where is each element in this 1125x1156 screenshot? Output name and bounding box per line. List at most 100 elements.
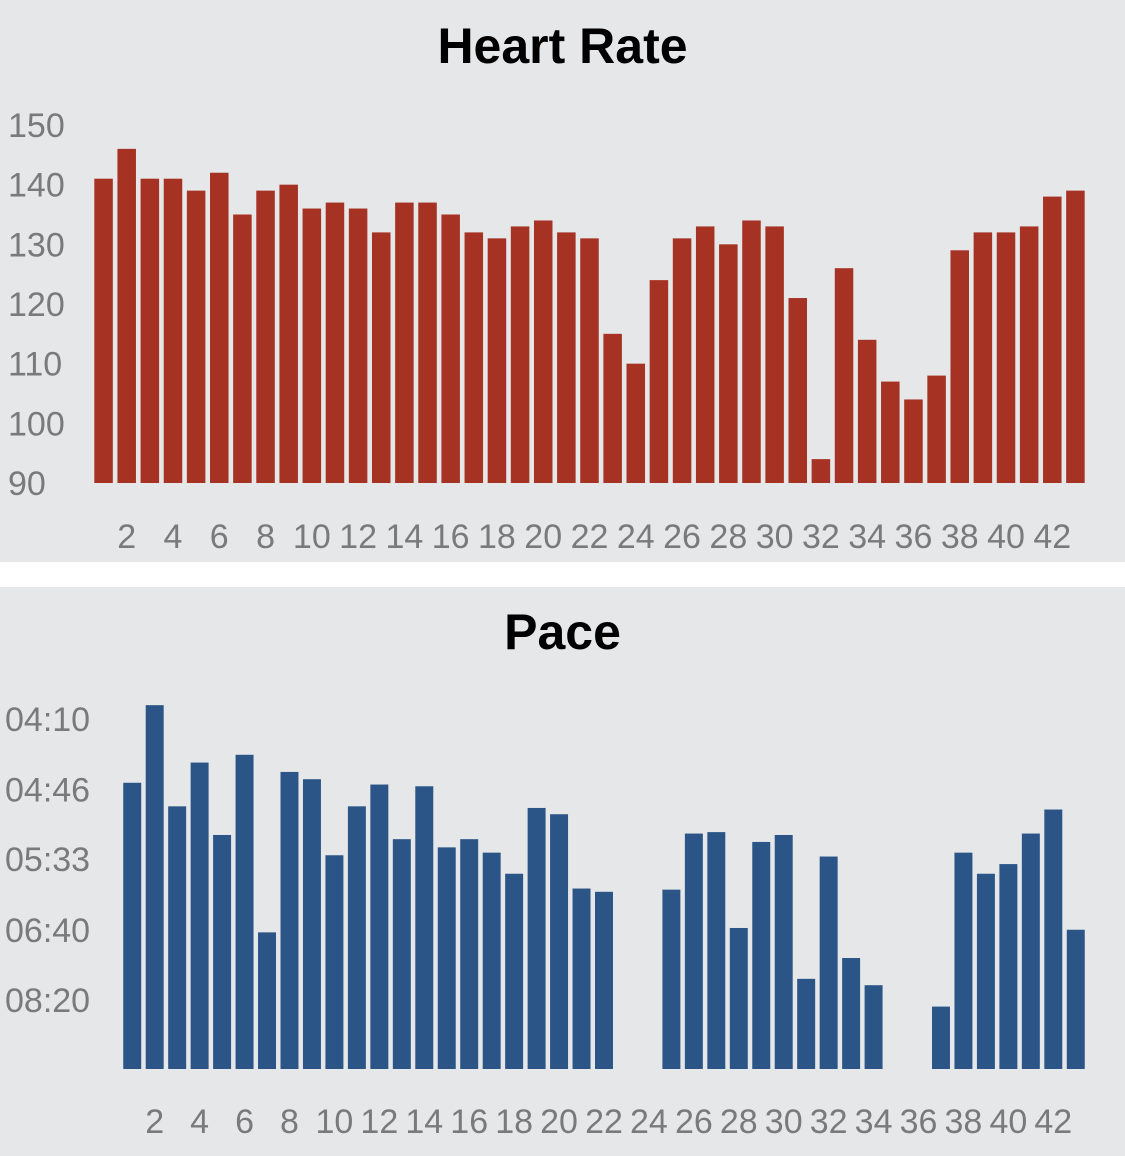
heart-rate-x-tick-label: 8 <box>256 518 275 556</box>
heart-rate-bar <box>765 226 784 483</box>
heart-rate-chart-panel: Heart Rate 150 140 130 120 110 100 90 2 4 6 8 10 12 1… <box>0 0 1125 562</box>
pace-chart-panel: Pace 04:10 04:46 05:33 06:40 08:20 2 4 6 8 10 12 14… <box>0 587 1125 1156</box>
heart-rate-bar <box>510 226 530 483</box>
heart-rate-y-tick-label: 130 <box>8 226 65 264</box>
pace-bar <box>864 985 883 1069</box>
heart-rate-bar <box>580 238 599 483</box>
heart-rate-bar <box>950 250 969 483</box>
pace-x-tick-label: 2 <box>145 1103 164 1141</box>
heart-rate-x-tick-label: 38 <box>941 518 979 556</box>
heart-rate-bar <box>140 178 160 483</box>
pace-bar <box>572 888 591 1069</box>
pace-x-tick-label: 40 <box>989 1103 1027 1141</box>
heart-rate-x-tick-label: 10 <box>293 518 331 556</box>
pace-bar <box>213 834 232 1069</box>
pace-y-tick-label: 04:46 <box>5 772 90 810</box>
heart-rate-bar <box>719 244 738 483</box>
heart-rate-bar <box>256 190 275 483</box>
heart-rate-bar <box>395 202 414 483</box>
heart-rate-y-tick-label: 150 <box>8 107 65 145</box>
heart-rate-bar <box>210 172 229 484</box>
pace-bar <box>280 771 299 1069</box>
pace-bar <box>190 762 209 1069</box>
pace-x-tick-label: 26 <box>675 1103 713 1141</box>
heart-rate-y-tick-label: 110 <box>8 346 62 384</box>
heart-rate-x-tick-label: 28 <box>709 518 747 556</box>
heart-rate-x-tick-label: 4 <box>164 518 183 556</box>
pace-bar <box>1044 809 1063 1069</box>
pace-bar <box>370 784 389 1069</box>
heart-rate-x-tick-label: 34 <box>848 518 886 556</box>
heart-rate-bar <box>857 339 877 483</box>
pace-bar <box>145 705 164 1069</box>
pace-x-tick-label: 14 <box>405 1103 443 1141</box>
heart-rate-bar <box>695 226 715 483</box>
pace-y-tick-label: 06:40 <box>5 912 90 950</box>
pace-chart-title: Pace <box>504 604 621 660</box>
heart-rate-bar <box>904 399 923 483</box>
pace-x-tick-label: 30 <box>765 1103 803 1141</box>
heart-rate-x-tick-label: 22 <box>571 518 609 556</box>
pace-bar <box>258 932 277 1069</box>
heart-rate-x-tick-label: 14 <box>385 518 423 556</box>
heart-rate-bar <box>881 381 900 483</box>
heart-rate-x-tick-label: 24 <box>617 518 655 556</box>
pace-x-tick-label: 42 <box>1034 1103 1072 1141</box>
pace-bar <box>347 806 366 1069</box>
pace-x-tick-label: 4 <box>190 1103 209 1141</box>
pace-y-tick-label: 05:33 <box>5 841 90 879</box>
pace-x-tick-label: 12 <box>360 1103 398 1141</box>
heart-rate-bar <box>348 208 368 483</box>
heart-rate-bar <box>186 190 206 483</box>
heart-rate-bar <box>788 298 808 483</box>
heart-rate-bar <box>487 238 507 483</box>
pace-x-tick-label: 10 <box>316 1103 354 1141</box>
heart-rate-bar <box>302 208 322 483</box>
heart-rate-x-tick-label: 42 <box>1033 518 1071 556</box>
heart-rate-bar <box>672 238 692 483</box>
pace-bar <box>460 839 479 1069</box>
pace-x-tick-label: 18 <box>495 1103 533 1141</box>
heart-rate-x-tick-label: 36 <box>895 518 933 556</box>
pace-bar <box>550 814 569 1069</box>
pace-x-tick-label: 28 <box>720 1103 758 1141</box>
pace-bar <box>168 806 187 1069</box>
heart-rate-bar <box>1066 190 1085 483</box>
heart-rate-bar <box>533 220 553 483</box>
pace-bar <box>1066 929 1085 1069</box>
heart-rate-x-tick-label: 40 <box>987 518 1025 556</box>
heart-rate-bar <box>603 333 622 483</box>
pace-bar <box>729 927 748 1069</box>
heart-rate-bar <box>94 178 113 483</box>
pace-bar <box>325 855 344 1069</box>
heart-rate-bar <box>996 232 1016 483</box>
pace-bar <box>976 873 995 1069</box>
heart-rate-bar <box>117 148 136 483</box>
pace-bar <box>527 807 546 1069</box>
heart-rate-y-tick-label: 120 <box>8 286 65 324</box>
pace-bar <box>505 873 524 1069</box>
heart-rate-bar <box>557 232 576 483</box>
pace-bar <box>415 786 434 1069</box>
pace-x-tick-label: 34 <box>855 1103 893 1141</box>
pace-y-tick-label: 04:10 <box>5 701 90 739</box>
pace-y-tick-label: 08:20 <box>5 982 90 1020</box>
pace-bar <box>235 754 254 1069</box>
heart-rate-x-tick-label: 12 <box>339 518 377 556</box>
pace-bar <box>662 889 681 1069</box>
pace-bar <box>707 832 726 1069</box>
heart-rate-x-tick-label: 20 <box>524 518 562 556</box>
pace-bar <box>684 833 703 1069</box>
heart-rate-bar <box>649 280 669 483</box>
pace-x-tick-label: 36 <box>900 1103 938 1141</box>
heart-rate-bar <box>811 459 831 483</box>
heart-rate-bar <box>927 375 946 483</box>
pace-bar <box>797 978 816 1069</box>
heart-rate-bar <box>464 232 484 483</box>
pace-x-tick-label: 32 <box>810 1103 848 1141</box>
heart-rate-x-tick-label: 26 <box>663 518 701 556</box>
heart-rate-bar <box>626 363 646 483</box>
heart-rate-x-tick-label: 30 <box>756 518 794 556</box>
heart-rate-x-tick-label: 18 <box>478 518 516 556</box>
